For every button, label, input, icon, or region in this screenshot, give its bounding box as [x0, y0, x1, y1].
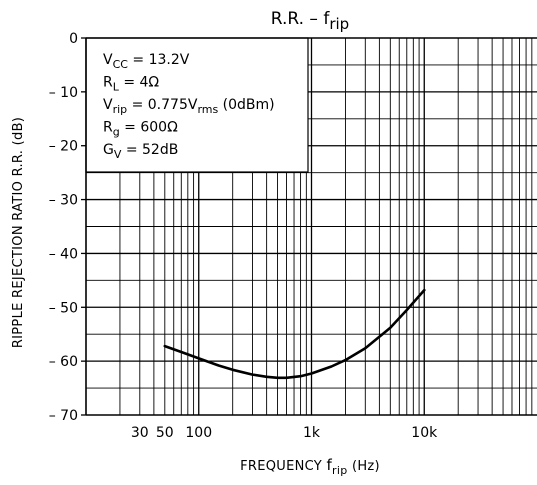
- y-tick-label: – 70: [49, 408, 78, 424]
- x-axis-title-subscript: rip: [332, 464, 347, 477]
- y-tick-label: – 20: [49, 139, 78, 155]
- condition-line: VCC = 13.2V: [103, 52, 190, 71]
- condition-subscript: rms: [197, 103, 218, 116]
- y-tick-label: 0: [69, 31, 78, 47]
- y-tick-label: – 10: [49, 85, 78, 101]
- y-tick-label: – 60: [49, 354, 78, 370]
- conditions-box-frame: [85, 37, 309, 173]
- chart-title: R.R. – frip: [271, 9, 349, 33]
- title-dash: –: [309, 9, 323, 29]
- x-tick-label: 30: [131, 425, 149, 441]
- condition-line: Rg = 600Ω: [103, 120, 178, 139]
- condition-value: = 600Ω: [120, 120, 178, 136]
- condition-symbol: G: [103, 142, 114, 158]
- title-main: R.R.: [271, 9, 310, 29]
- series-layer: [163, 288, 426, 380]
- condition-value: = 4Ω: [119, 75, 160, 91]
- y-tick-label: – 30: [49, 193, 78, 209]
- condition-value: = 13.2V: [128, 52, 190, 68]
- y-axis-title: RIPPLE REJECTION RATIO R.R. (dB): [11, 117, 26, 348]
- x-tick-label: 50: [156, 425, 174, 441]
- condition-value: = 0.775V: [127, 97, 198, 113]
- condition-symbol: R: [103, 75, 113, 91]
- y-tick-label: – 40: [49, 246, 78, 262]
- condition-value: (0dBm): [218, 97, 274, 113]
- x-axis-title-text: FREQUENCY: [240, 459, 326, 474]
- x-tick-label: 100: [185, 425, 212, 441]
- condition-value: = 52dB: [121, 142, 178, 158]
- condition-symbol: V: [103, 52, 113, 68]
- condition-symbol: R: [103, 120, 113, 136]
- condition-subscript: g: [113, 126, 120, 139]
- condition-symbol: V: [103, 97, 113, 113]
- x-tick-label: 1k: [303, 425, 321, 441]
- axis-layer: [81, 37, 537, 416]
- x-axis-title-unit: (Hz): [348, 459, 380, 474]
- y-tick-label: – 50: [49, 300, 78, 316]
- rr-curve: [163, 288, 426, 380]
- condition-subscript: rip: [113, 103, 128, 116]
- condition-subscript: CC: [113, 58, 129, 71]
- condition-line: Vrip = 0.775Vrms (0dBm): [103, 97, 275, 116]
- text-layer: 0 – 10 – 20 – 30 – 40 – 50 – 60 – 70 30 50 100 1k 10…: [11, 9, 438, 477]
- condition-line: GV = 52dB: [103, 142, 178, 161]
- title-subscript: rip: [329, 15, 349, 33]
- x-axis-title: FREQUENCY frip (Hz): [240, 456, 380, 477]
- condition-subscript: V: [114, 148, 122, 161]
- x-axis-title-symbol: f: [326, 456, 332, 474]
- condition-subscript: L: [113, 81, 120, 94]
- condition-line: RL = 4Ω: [103, 75, 159, 94]
- title-symbol: f: [323, 9, 330, 29]
- x-tick-label: 10k: [411, 425, 438, 441]
